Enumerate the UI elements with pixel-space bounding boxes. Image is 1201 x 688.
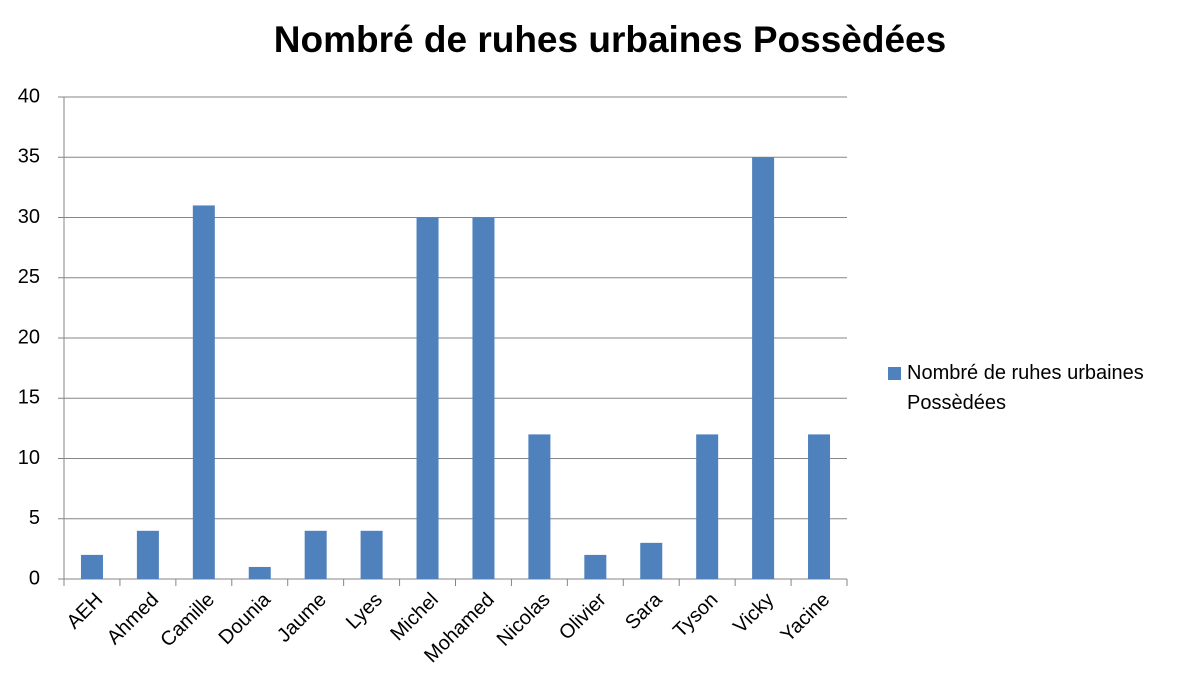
- y-tick-label: 25: [18, 266, 40, 288]
- legend-swatch: [888, 367, 901, 380]
- bar: [248, 566, 271, 579]
- x-tick-label: AEH: [63, 589, 108, 634]
- y-tick-label: 15: [18, 387, 40, 409]
- x-tick-label: Dounia: [215, 588, 276, 649]
- x-tick-label: Nicolas: [493, 589, 555, 651]
- bar: [640, 542, 663, 579]
- x-tick-label: Olivier: [555, 588, 611, 644]
- bar: [472, 217, 495, 579]
- bar: [752, 157, 775, 579]
- bar: [80, 554, 103, 579]
- x-tick-label: Ahmed: [103, 589, 163, 649]
- legend-label: Nombré de ruhes urbaines Possèdées: [907, 362, 1144, 414]
- x-tick-label: Lyes: [342, 589, 387, 634]
- x-tick-label: Sara: [621, 588, 667, 634]
- bar: [304, 530, 327, 579]
- bar: [584, 554, 607, 579]
- x-tick-label: Vicky: [729, 589, 778, 638]
- x-tick-label: Yacine: [777, 589, 835, 647]
- y-tick-label: 0: [29, 567, 40, 589]
- x-tick-label: Tyson: [669, 589, 722, 642]
- y-tick-label: 10: [18, 447, 40, 469]
- x-tick-label: Jaume: [273, 589, 331, 647]
- bar: [416, 217, 439, 579]
- y-tick-label: 30: [18, 206, 40, 228]
- y-tick-label: 35: [18, 146, 40, 168]
- chart-title: Nombré de ruhes urbaines Possèdées: [274, 19, 946, 60]
- y-tick-label: 40: [18, 85, 40, 107]
- legend: Nombré de ruhes urbaines Possèdées: [888, 358, 1188, 418]
- bar: [136, 530, 159, 579]
- bar: [808, 434, 831, 579]
- bar: [528, 434, 551, 579]
- y-tick-label: 20: [18, 326, 40, 348]
- bar: [360, 530, 383, 579]
- bar: [192, 205, 215, 579]
- bar: [696, 434, 719, 579]
- x-tick-label: Camille: [156, 589, 219, 652]
- y-tick-label: 5: [29, 507, 40, 529]
